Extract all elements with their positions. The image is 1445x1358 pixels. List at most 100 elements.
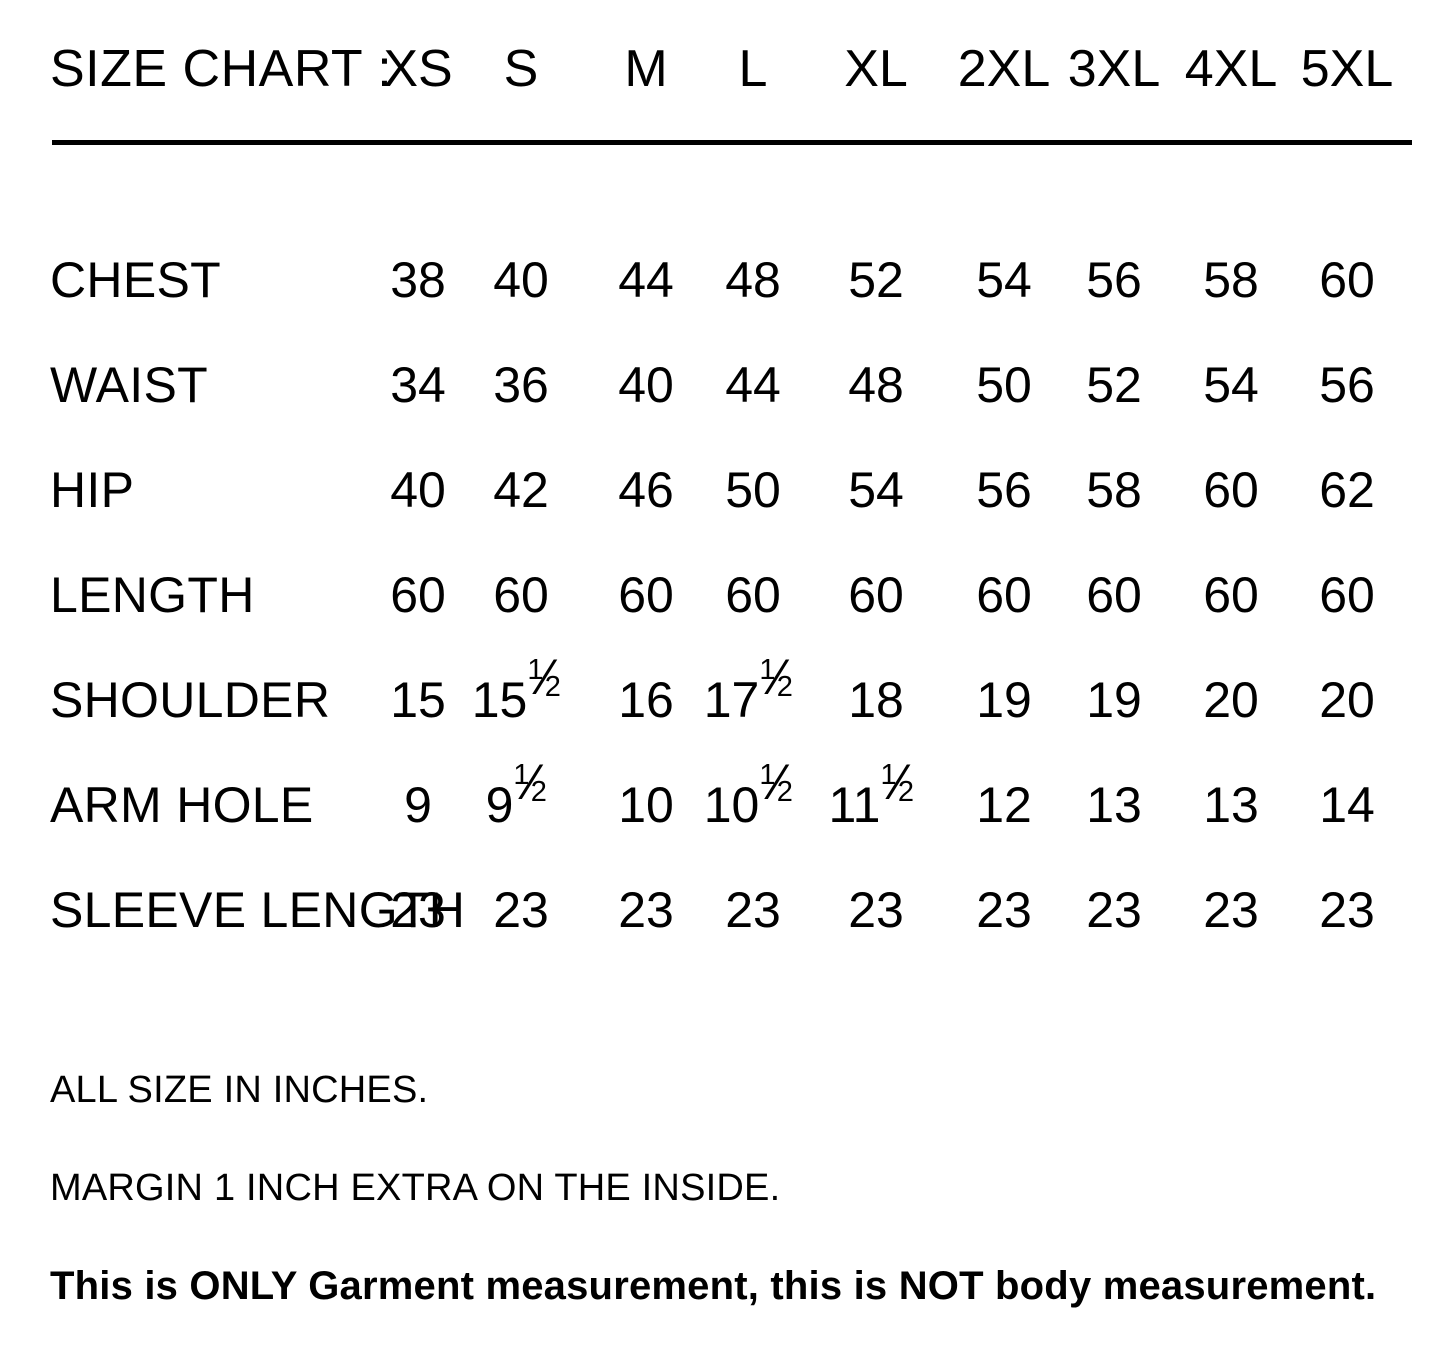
cell-value: 50 <box>725 462 781 518</box>
cell-shoulder-3xl: 19 <box>1086 666 1142 734</box>
cell-arm-hole-l: 10 1 ⁄ 2 <box>703 757 803 839</box>
cell-hip-m: 46 <box>618 456 674 524</box>
cell-arm-hole-2xl: 12 <box>976 771 1032 839</box>
cell-value: 23 <box>618 882 674 938</box>
fraction-numerator: 1 <box>759 758 776 791</box>
cell-value: 12 <box>976 777 1032 833</box>
cell-length-5xl: 60 <box>1319 561 1375 629</box>
fraction-half: 1 ⁄ 2 <box>759 652 802 717</box>
column-header-xs: XS <box>383 40 453 98</box>
cell-value: 17 <box>703 672 760 728</box>
row-label-shoulder: SHOULDER <box>50 672 331 728</box>
cell-value: 44 <box>725 357 781 413</box>
cell-value: 23 <box>725 882 781 938</box>
column-header-s: S <box>503 40 539 98</box>
cell-value: 36 <box>493 357 549 413</box>
cell-value: 60 <box>1086 567 1142 623</box>
cell-value: 23 <box>390 882 446 938</box>
cell-value: 50 <box>976 357 1032 413</box>
fraction-slash: ⁄ <box>774 754 783 810</box>
fraction-slash: ⁄ <box>774 649 783 705</box>
cell-value: 11 <box>828 777 881 833</box>
row-label-sleeve-length: SLEEVE LENGTH <box>50 882 466 938</box>
fraction-half: 1 ⁄ 2 <box>513 757 556 822</box>
cell-value: 48 <box>848 357 904 413</box>
cell-value: 23 <box>1203 882 1259 938</box>
cell-length-s: 60 <box>493 561 549 629</box>
cell-value: 38 <box>390 252 446 308</box>
cell-value: 13 <box>1203 777 1259 833</box>
cell-sleeve-length-s: 23 <box>493 876 549 944</box>
cell-shoulder-m: 16 <box>618 666 674 734</box>
cell-value: 15 <box>390 672 446 728</box>
table-row: LENGTH 60 60 60 60 60 60 60 60 60 <box>0 561 1445 666</box>
cell-value: 10 <box>703 777 760 833</box>
cell-value: 34 <box>390 357 446 413</box>
cell-arm-hole-m: 10 <box>618 771 674 839</box>
cell-value: 23 <box>493 882 549 938</box>
fraction-half: 1 ⁄ 2 <box>759 757 802 822</box>
fraction-half: 1 ⁄ 2 <box>880 757 923 822</box>
column-header-l: L <box>738 40 768 98</box>
cell-value: 20 <box>1203 672 1259 728</box>
cell-shoulder-5xl: 20 <box>1319 666 1375 734</box>
cell-value: 20 <box>1319 672 1375 728</box>
cell-value: 60 <box>976 567 1032 623</box>
cell-value: 60 <box>390 567 446 623</box>
cell-sleeve-length-l: 23 <box>725 876 781 944</box>
cell-waist-5xl: 56 <box>1319 351 1375 419</box>
cell-sleeve-length-5xl: 23 <box>1319 876 1375 944</box>
cell-value: 56 <box>1319 357 1375 413</box>
cell-chest-s: 40 <box>493 246 549 314</box>
table-row: SHOULDER 15 15 1 ⁄ 2 16 17 1 ⁄ 2 18 19 19 20 20 <box>0 652 1445 771</box>
cell-value: 58 <box>1086 462 1142 518</box>
cell-value: 13 <box>1086 777 1142 833</box>
cell-length-xl: 60 <box>848 561 904 629</box>
cell-value: 60 <box>1319 252 1375 308</box>
note-line-3: This is ONLY Garment measurement, this i… <box>50 1264 1377 1308</box>
cell-value: 40 <box>390 462 446 518</box>
cell-shoulder-s: 15 1 ⁄ 2 <box>472 652 571 734</box>
cell-arm-hole-xl: 11 1 ⁄ 2 <box>828 757 924 839</box>
fraction-numerator: 1 <box>759 653 776 686</box>
note-line-2: MARGIN 1 INCH EXTRA ON THE INSIDE. <box>50 1167 781 1209</box>
cell-value: 18 <box>848 672 904 728</box>
cell-value: 60 <box>618 567 674 623</box>
column-header-xl: XL <box>844 40 908 98</box>
cell-sleeve-length-xl: 23 <box>848 876 904 944</box>
cell-sleeve-length-2xl: 23 <box>976 876 1032 944</box>
cell-hip-5xl: 62 <box>1319 456 1375 524</box>
cell-arm-hole-3xl: 13 <box>1086 771 1142 839</box>
fraction-slash: ⁄ <box>542 649 551 705</box>
cell-waist-2xl: 50 <box>976 351 1032 419</box>
cell-value: 54 <box>1203 357 1259 413</box>
fraction-numerator: 1 <box>513 758 530 791</box>
cell-waist-s: 36 <box>493 351 549 419</box>
cell-value: 14 <box>1319 777 1375 833</box>
cell-value: 60 <box>1203 567 1259 623</box>
fraction-denominator: 2 <box>776 671 793 704</box>
cell-chest-m: 44 <box>618 246 674 314</box>
cell-sleeve-length-xs: 23 <box>390 876 446 944</box>
cell-shoulder-xl: 18 <box>848 666 904 734</box>
cell-value: 42 <box>493 462 549 518</box>
cell-value: 62 <box>1319 462 1375 518</box>
cell-value: 9 <box>404 777 432 833</box>
cell-arm-hole-s: 9 1 ⁄ 2 <box>486 757 557 839</box>
cell-hip-xl: 54 <box>848 456 904 524</box>
fraction-denominator: 2 <box>776 776 793 809</box>
cell-length-3xl: 60 <box>1086 561 1142 629</box>
note-line-1: ALL SIZE IN INCHES. <box>50 1069 429 1111</box>
cell-value: 52 <box>1086 357 1142 413</box>
cell-value: 40 <box>493 252 549 308</box>
cell-value: 60 <box>493 567 549 623</box>
column-header-3xl: 3XL <box>1067 40 1161 98</box>
cell-value: 40 <box>618 357 674 413</box>
cell-hip-4xl: 60 <box>1203 456 1259 524</box>
cell-value: 23 <box>848 882 904 938</box>
cell-hip-3xl: 58 <box>1086 456 1142 524</box>
cell-value: 56 <box>1086 252 1142 308</box>
cell-sleeve-length-3xl: 23 <box>1086 876 1142 944</box>
cell-sleeve-length-4xl: 23 <box>1203 876 1259 944</box>
column-header-m: M <box>624 40 668 98</box>
